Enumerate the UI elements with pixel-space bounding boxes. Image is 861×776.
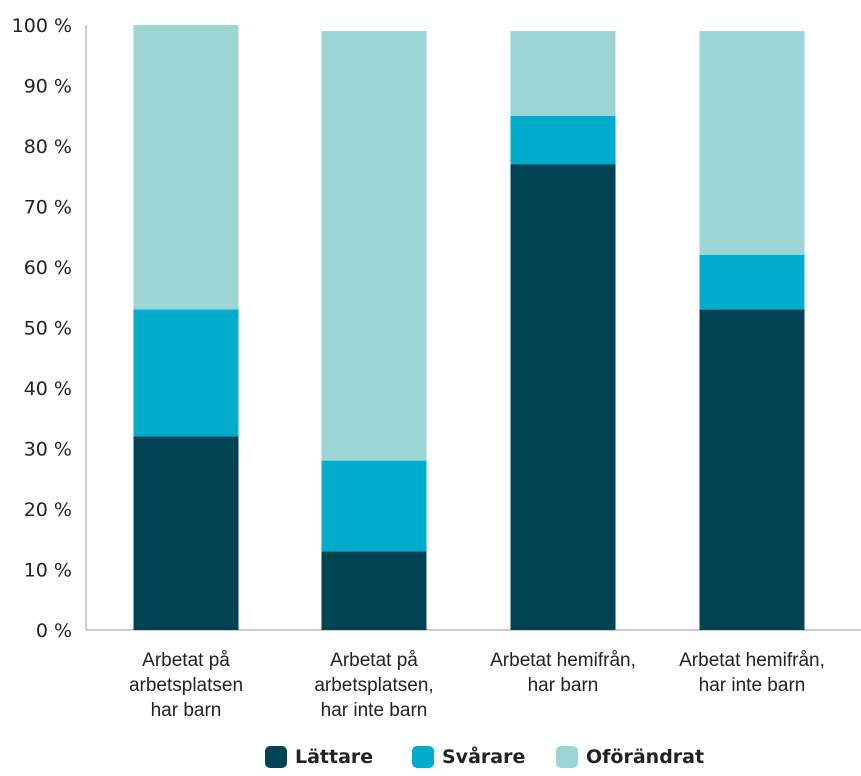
x-category-label: har inte barn (699, 675, 806, 696)
y-tick-label: 20 % (24, 499, 72, 521)
y-axis-ticks: 0 % 10 % 20 % 30 % 40 % 50 % 60 % 70 % 80 % 90 % 1… (12, 15, 72, 642)
bar-segment (699, 254, 805, 310)
y-tick-label: 50 % (24, 318, 72, 340)
y-tick-label: 100 % (12, 15, 72, 37)
y-tick-label: 60 % (24, 257, 72, 279)
x-category-label: arbetsplatsen, (314, 675, 433, 696)
x-category-label: har inte barn (321, 700, 428, 721)
legend: Lättare Svårare Oförändrat (0, 746, 861, 776)
y-tick-label: 30 % (24, 439, 72, 461)
bar-segment (510, 164, 616, 630)
legend-item-lattare: Lättare (265, 746, 373, 768)
bars-group (133, 25, 805, 630)
bar-segment (699, 309, 805, 630)
bar-segment (321, 551, 427, 630)
legend-swatch-svarare (412, 746, 434, 768)
y-tick-label: 80 % (24, 136, 72, 158)
bar-segment (133, 25, 239, 310)
x-category-label: Arbetat hemifrån, (490, 650, 636, 671)
stacked-bar-chart: 0 % 10 % 20 % 30 % 40 % 50 % 60 % 70 % 80 % 90 % 1… (12, 15, 861, 721)
x-category-label: Arbetat på (330, 650, 418, 671)
bar-segment (321, 31, 427, 461)
legend-label-oforandrat: Oförändrat (586, 746, 705, 768)
legend-item-svarare: Svårare (412, 746, 525, 768)
bar-segment (510, 31, 616, 116)
legend-label-lattare: Lättare (295, 746, 374, 768)
y-tick-label: 0 % (36, 620, 72, 642)
x-category-label: Arbetat på (142, 650, 230, 671)
legend-swatch-oforandrat (556, 746, 578, 768)
x-category-label: har barn (151, 700, 222, 721)
bar-segment (510, 115, 616, 165)
y-tick-label: 10 % (24, 560, 72, 582)
x-category-label: Arbetat hemifrån, (679, 650, 825, 671)
bar-segment (699, 31, 805, 255)
x-category-label: arbetsplatsen (129, 675, 243, 696)
bar-segment (133, 309, 239, 437)
y-tick-label: 40 % (24, 378, 72, 400)
bar-segment (321, 460, 427, 552)
legend-item-oforandrat: Oförändrat (556, 746, 704, 768)
legend-swatch-lattare (265, 746, 287, 768)
x-category-label: har barn (528, 675, 599, 696)
y-tick-label: 90 % (24, 76, 72, 98)
category-labels: Arbetat på arbetsplatsen har barn Arbetat p… (129, 650, 825, 721)
legend-label-svarare: Svårare (442, 746, 526, 768)
y-tick-label: 70 % (24, 197, 72, 219)
bar-segment (133, 436, 239, 630)
